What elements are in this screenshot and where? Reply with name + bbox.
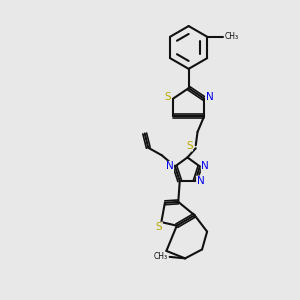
Text: S: S <box>156 222 162 232</box>
Text: N: N <box>206 92 213 102</box>
Text: CH₃: CH₃ <box>225 32 239 41</box>
Text: S: S <box>186 141 193 151</box>
Text: CH₃: CH₃ <box>153 252 167 261</box>
Text: N: N <box>166 161 173 172</box>
Text: N: N <box>196 176 204 186</box>
Text: S: S <box>164 92 171 102</box>
Text: N: N <box>201 161 209 172</box>
